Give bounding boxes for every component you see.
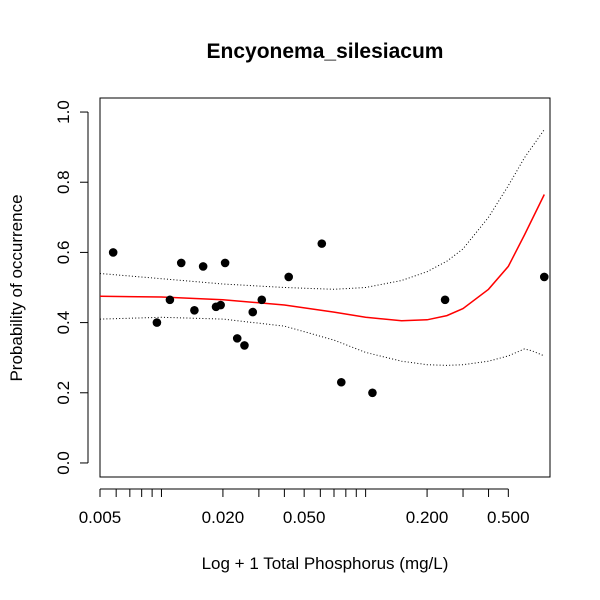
y-tick-label: 0.8 bbox=[54, 170, 73, 194]
data-point bbox=[152, 318, 162, 327]
x-tick-label: 0.020 bbox=[202, 508, 245, 527]
y-axis-label: Probability of occurrence bbox=[7, 194, 26, 381]
x-axis-label: Log + 1 Total Phosphorus (mg/L) bbox=[202, 554, 449, 573]
x-axis: 0.005 0.020 0.050 0.200 0.500 bbox=[79, 488, 530, 527]
data-point bbox=[165, 295, 175, 305]
lower-ci-line bbox=[99, 316, 545, 366]
confidence-bands bbox=[99, 129, 545, 366]
data-point bbox=[440, 295, 450, 305]
fitted-curve bbox=[99, 194, 545, 322]
data-point bbox=[216, 300, 225, 310]
y-tick-label: 1.0 bbox=[54, 100, 73, 124]
data-point bbox=[108, 248, 118, 257]
y-tick-label: 0.6 bbox=[54, 241, 73, 265]
data-point bbox=[190, 306, 199, 315]
x-tick-label: 0.050 bbox=[283, 508, 326, 527]
x-tick-label: 0.200 bbox=[406, 508, 449, 527]
data-point bbox=[284, 272, 294, 282]
data-point bbox=[232, 334, 242, 343]
data-point bbox=[539, 272, 549, 282]
x-tick-label: 0.500 bbox=[487, 508, 530, 527]
chart-title: Encyonema_silesiacum bbox=[207, 40, 444, 63]
data-point bbox=[240, 341, 249, 350]
data-point bbox=[248, 307, 258, 317]
data-point bbox=[220, 258, 230, 268]
fit-line bbox=[99, 194, 545, 322]
data-point bbox=[198, 262, 208, 271]
data-point bbox=[317, 239, 327, 248]
y-tick-label: 0.4 bbox=[54, 311, 73, 335]
y-tick-label: 0.2 bbox=[54, 381, 73, 405]
plot-frame bbox=[99, 97, 551, 478]
data-point bbox=[257, 295, 267, 305]
y-tick-label: 0.0 bbox=[54, 451, 73, 475]
y-axis: 0.0 0.2 0.4 0.6 0.8 1.0 bbox=[54, 100, 89, 475]
upper-ci-line bbox=[99, 129, 545, 290]
data-points bbox=[108, 239, 549, 398]
data-point bbox=[176, 258, 186, 268]
x-tick-label: 0.005 bbox=[79, 508, 122, 527]
data-point bbox=[336, 377, 346, 387]
data-point bbox=[368, 388, 377, 398]
